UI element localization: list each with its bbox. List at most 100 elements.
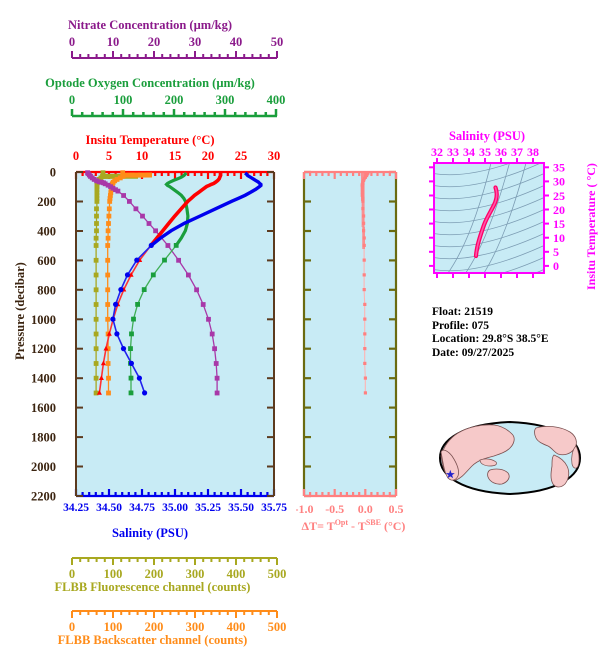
temp-tick-5: 25 [235,149,248,163]
ts-sal-tick-2: 34 [463,145,475,159]
nitrate-tick-4: 40 [230,35,243,49]
ts-temperature-title-wrap: Insitu Temperature ( °C) [578,155,598,295]
series-nitrate [85,170,220,396]
delta-t-axis-lines [302,170,398,498]
fluorescence-tick-marks [71,557,278,565]
world-map-thumbnail[interactable] [428,408,593,508]
fluor-tick-4: 400 [227,567,246,581]
backscatter-axis-title-wrap: FLBB Backscatter channel (counts) [0,631,305,649]
sal-tick-1: 34.50 [96,502,122,514]
oxygen-tick-marks [70,109,278,118]
nitrate-tick-marks [71,51,278,59]
ts-temp-tick-1: 5 [553,245,559,259]
ts-frame [429,158,549,278]
temp-tick-6: 30 [268,149,281,163]
dt-tick-2: 0.0 [358,502,373,516]
sal-tick-3: 35.00 [162,502,188,514]
dt-tick-1: -0.5 [325,502,344,516]
nitrate-axis: 0 10 20 30 40 50 [60,34,290,62]
pressure-tick-5: 1000 [31,313,56,327]
delta-t-title-mid: - T [348,519,366,533]
profile-label: Profile: [432,319,469,332]
series-oxygen [128,171,190,396]
delta-t-tick-label-svg: -1.0 -0.5 0.0 0.5 [296,502,404,516]
delta-t-title-end: (°C) [380,519,406,533]
pressure-tick-7: 1400 [31,372,56,386]
pressure-axis-title: Pressure (decibar) [13,262,27,360]
oxygen-tick-0: 0 [69,93,75,107]
pressure-tick-1: 200 [37,195,56,209]
ts-diagram-title-wrap: Salinity (PSU) [412,127,562,145]
ts-temp-tick-6: 30 [553,175,565,189]
salinity-tick-label-svg: 34.25 34.50 34.75 35.00 35.25 35.50 35.7… [63,502,287,514]
pressure-tick-4: 800 [37,283,56,297]
fluorescence-axis: 0 100 200 300 400 500 [60,553,290,583]
nitrate-tick-2: 20 [148,35,161,49]
metadata-profile-row: Profile: 075 [432,320,549,334]
ts-sal-tick-5: 37 [511,145,523,159]
map-indonesia [479,458,497,467]
fluorescence-axis-title: FLBB Fluorescence channel (counts) [54,580,251,594]
oxygen-axis-title-wrap: Optode Oxygen Concentration (µm/kg) [0,74,300,92]
delta-t-svg[interactable] [296,164,406,504]
oxygen-tick-3: 300 [216,93,235,107]
ts-sal-tick-3: 35 [479,145,491,159]
float-value: 21519 [464,306,494,318]
fluor-tick-1: 100 [104,567,123,581]
metadata-float-row: Float: 21519 [432,306,549,320]
ts-diagram-panel[interactable]: 32 33 34 35 36 37 38 [412,143,602,301]
backscatter-tick-5: 500 [268,620,287,634]
series-backscatter [105,170,153,396]
map-australia [487,468,510,485]
pressure-tick-0: 0 [50,166,56,180]
pressure-tick-2: 400 [37,225,56,239]
backscatter-axis-title: FLBB Backscatter channel (counts) [57,633,248,647]
map-north-america [534,425,577,456]
metadata-date-row: Date: 09/27/2025 [432,347,549,361]
sal-tick-2: 34.75 [129,502,155,514]
nitrate-tick-0: 0 [69,35,75,49]
ts-profile-curve [473,185,499,259]
oxygen-axis: 0 100 200 300 400 [60,92,290,120]
fluor-tick-5: 500 [268,567,287,581]
location-label: Location: [432,333,480,345]
nitrate-axis-svg: 0 10 20 30 40 50 [69,35,284,59]
delta-t-panel[interactable] [296,164,406,504]
backscatter-tick-0: 0 [69,620,75,634]
temp-tick-4: 20 [202,149,215,163]
world-map-svg[interactable] [428,408,593,508]
oxygen-axis-svg: 0 100 200 300 400 [69,93,285,118]
delta-t-title-sup2: SBE [365,518,381,527]
ts-temp-tick-3: 15 [553,217,565,231]
temp-tick-2: 10 [136,149,149,163]
backscatter-tick-3: 300 [186,620,205,634]
ts-temp-tick-4: 20 [553,203,565,217]
fluor-tick-2: 200 [145,567,164,581]
salinity-axis-title-wrap: Salinity (PSU) [0,524,300,542]
pressure-tick-label-svg: 0 200 400 600 800 1000 1200 1400 1600 18… [31,166,56,504]
salinity-tick-labels: 34.25 34.50 34.75 35.00 35.25 35.50 35.7… [60,498,290,516]
nitrate-tick-3: 30 [189,35,202,49]
fluor-tick-3: 300 [186,567,205,581]
main-plot-background [76,172,274,496]
map-eurasia-africa [440,424,515,481]
ts-temp-tick-0: 0 [553,259,559,273]
oxygen-axis-title: Optode Oxygen Concentration (µm/kg) [45,76,255,90]
nitrate-tick-5: 50 [271,35,284,49]
temp-tick-3: 15 [169,149,182,163]
series-delta-t [360,171,370,395]
date-label: Date: [432,346,459,359]
ts-diagram-svg[interactable]: 32 33 34 35 36 37 38 [412,143,602,301]
map-africa [440,449,459,481]
ts-sal-tick-1: 33 [447,145,459,159]
nitrate-axis-title: Nitrate Concentration (µm/kg) [67,18,233,32]
metadata-location-row: Location: 29.8°S 38.5°E [432,333,549,347]
temperature-axis-title-wrap: Insitu Temperature (°C) [0,131,300,149]
map-east-sliver [571,445,580,469]
pressure-tick-8: 1600 [31,401,56,415]
pressure-axis-title-wrap: Pressure (decibar) [8,230,27,430]
main-profile-panel[interactable] [60,164,290,504]
ts-temp-tick-5: 25 [553,189,565,203]
main-profile-svg[interactable] [60,164,290,504]
fluorescence-axis-title-wrap: FLBB Fluorescence channel (counts) [0,578,305,596]
